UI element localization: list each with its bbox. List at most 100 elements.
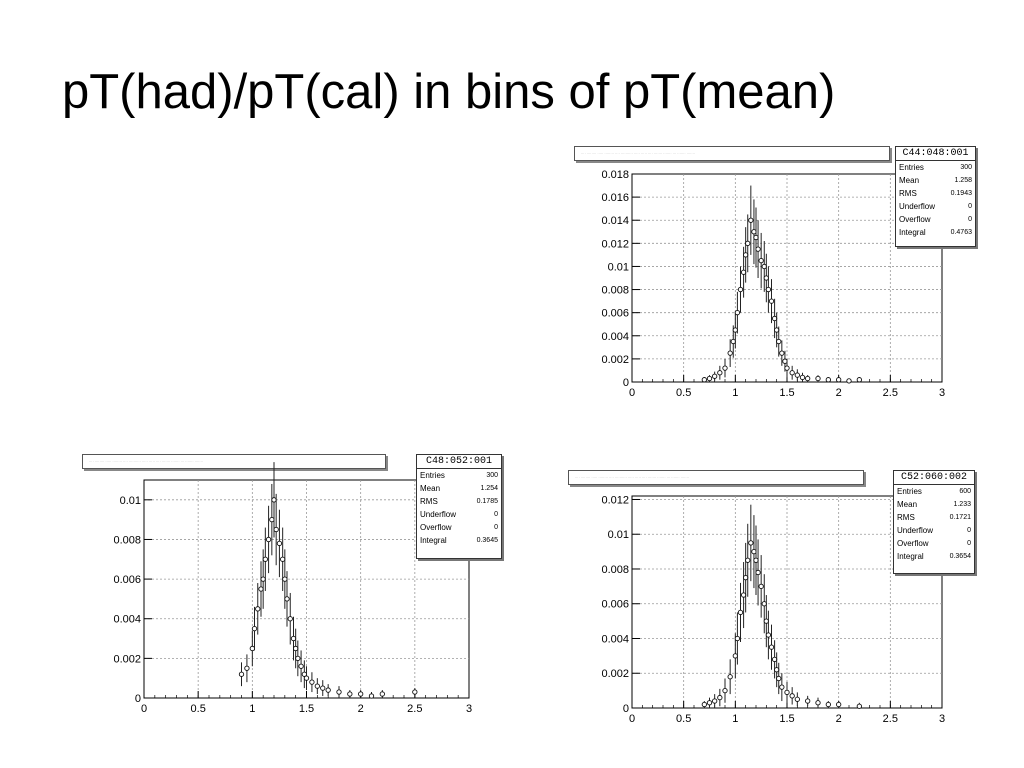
y-tick-label: 0.002 <box>601 354 629 366</box>
x-tick-label: 0.5 <box>191 703 206 715</box>
data-point <box>751 548 757 555</box>
stats-box: C44:048:001 Entries 300 Mean 1.258 RMS 0.19… <box>895 146 976 247</box>
stats-row-overflow: Overflow 0 <box>899 215 972 224</box>
slide-title: pT(had)/pT(cal) in bins of pT(mean) <box>62 65 836 119</box>
y-tick-label: 0.018 <box>601 169 629 181</box>
data-point <box>745 557 751 563</box>
data-point <box>251 625 258 632</box>
data-point <box>347 691 353 697</box>
data-point <box>701 701 707 708</box>
data-point <box>753 557 759 563</box>
x-tick-label: 1 <box>732 387 738 399</box>
data-point <box>287 616 293 622</box>
data-point <box>748 217 754 223</box>
stats-row-entries: Entries 300 <box>899 163 972 172</box>
y-tick-label: 0.012 <box>601 494 629 506</box>
data-point <box>712 373 718 379</box>
data-point <box>727 674 733 680</box>
data-point <box>732 327 738 333</box>
data-point <box>325 687 331 693</box>
data-point <box>293 645 299 652</box>
y-tick-label: 0.01 <box>608 529 629 541</box>
data-point <box>771 656 778 662</box>
data-point <box>776 338 782 345</box>
x-tick-label: 0 <box>629 387 635 399</box>
data-point <box>717 694 723 701</box>
data-point <box>805 698 811 704</box>
y-tick-label: 0.002 <box>113 653 141 665</box>
x-tick-label: 3 <box>939 713 945 725</box>
stats-row-mean: Mean 1.258 <box>899 176 972 185</box>
data-point <box>794 372 800 378</box>
data-point <box>856 377 862 383</box>
stats-row-rms: RMS 0.1721 <box>897 513 971 522</box>
stats-row-underflow: Underflow 0 <box>897 526 971 535</box>
y-tick-label: 0 <box>623 377 629 389</box>
stats-row-underflow: Underflow 0 <box>899 202 972 211</box>
data-point <box>727 350 733 356</box>
y-tick-label: 0.01 <box>120 495 141 507</box>
data-point <box>303 675 310 681</box>
data-point <box>320 685 326 691</box>
data-point <box>706 700 713 706</box>
data-point <box>295 655 301 662</box>
stats-histogram-name: C44:048:001 <box>896 147 975 161</box>
data-point <box>755 569 761 576</box>
x-tick-label: 2 <box>836 387 842 399</box>
data-point <box>249 645 255 652</box>
data-point <box>751 229 757 235</box>
data-point <box>805 375 811 382</box>
data-point <box>737 609 744 616</box>
data-point <box>836 701 842 708</box>
x-tick-label: 0 <box>141 703 147 715</box>
data-point <box>262 556 268 562</box>
data-point <box>779 350 785 356</box>
histogram-panel-3: ···· ········ ····· ········ ···· ······… <box>566 466 982 728</box>
y-tick-label: 0.004 <box>601 331 629 343</box>
data-point <box>774 667 780 673</box>
data-point <box>779 684 785 690</box>
y-tick-label: 0.008 <box>113 534 141 546</box>
y-tick-label: 0.01 <box>608 261 629 273</box>
stats-histogram-name: C48:052:001 <box>417 455 501 469</box>
data-point <box>825 377 831 383</box>
data-point <box>774 327 780 333</box>
y-tick-label: 0.006 <box>113 574 141 586</box>
x-tick-label: 2.5 <box>883 387 898 399</box>
histogram-title-text: ···· ········ ····· ········ ···· ······… <box>89 459 204 463</box>
data-point <box>276 540 283 547</box>
data-point <box>789 370 795 376</box>
data-point <box>282 576 288 582</box>
data-point <box>763 275 769 281</box>
data-point <box>765 632 772 638</box>
x-tick-label: 2.5 <box>883 713 898 725</box>
stats-row-overflow: Overflow 0 <box>420 523 498 532</box>
data-point <box>273 526 279 533</box>
data-point <box>336 689 342 695</box>
data-point <box>765 286 772 293</box>
data-point <box>269 516 275 523</box>
data-point <box>271 497 277 503</box>
stats-row-underflow: Underflow 0 <box>420 510 498 519</box>
data-point <box>701 377 707 383</box>
y-tick-label: 0.004 <box>113 614 141 626</box>
data-point <box>758 583 764 590</box>
data-point <box>290 635 297 642</box>
data-point <box>789 693 795 699</box>
data-point <box>745 240 751 246</box>
y-tick-label: 0.004 <box>601 633 629 645</box>
y-tick-label: 0.002 <box>601 668 629 680</box>
x-tick-label: 0.5 <box>676 387 691 399</box>
y-tick-label: 0.008 <box>601 285 629 297</box>
x-tick-label: 2 <box>836 713 842 725</box>
data-point <box>732 653 738 659</box>
data-point <box>784 689 790 696</box>
data-point <box>836 377 842 383</box>
data-point <box>722 687 728 694</box>
x-tick-label: 2.5 <box>407 703 422 715</box>
data-point <box>768 298 775 304</box>
data-point <box>717 370 723 376</box>
data-point <box>712 698 718 704</box>
x-tick-label: 1 <box>732 713 738 725</box>
data-point <box>368 693 375 699</box>
